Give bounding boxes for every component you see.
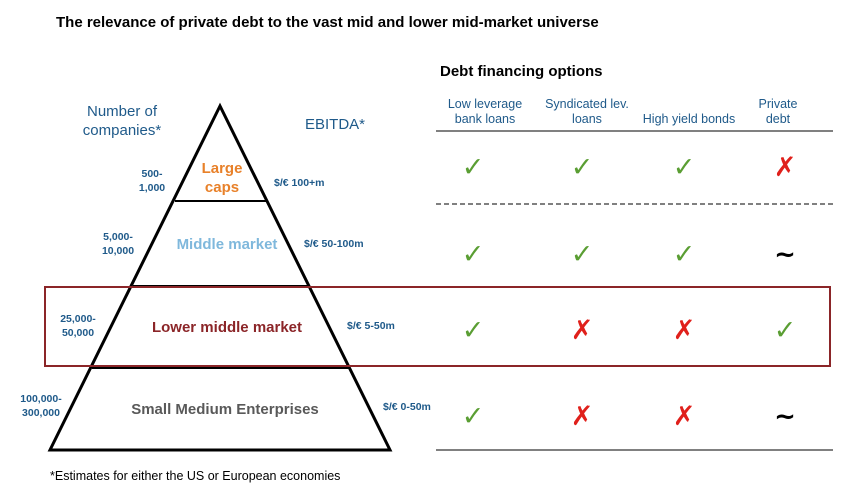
checkmark-icon: ✓ xyxy=(672,239,696,270)
ebitda-range-sme: $/€ 0-50m xyxy=(383,401,431,413)
column-header-line1: High yield bonds xyxy=(642,112,736,126)
tier-label-middle-market: Middle market xyxy=(176,236,278,253)
ebitda-range-large: $/€ 100+m xyxy=(274,177,325,189)
lower-middle-market-highlight xyxy=(44,286,831,367)
column-header-line2: debt xyxy=(765,112,791,126)
column-header-line1: Syndicated lev. xyxy=(545,97,629,111)
cross-icon: ✗ xyxy=(570,401,594,432)
company-count-lower-middle: 25,000- 50,000 xyxy=(50,312,106,340)
ebitda-range-lower-middle: $/€ 5-50m xyxy=(347,320,395,332)
cross-icon: ✗ xyxy=(672,315,696,346)
checkmark-icon: ✓ xyxy=(570,239,594,270)
tier-label-large-caps: Large caps xyxy=(170,159,274,197)
ebitda-range-middle: $/€ 50-100m xyxy=(304,238,364,250)
company-count-line2: 10,000 xyxy=(101,245,135,257)
tilde-icon: ~ xyxy=(774,240,796,270)
tier-label-line1: Large xyxy=(201,160,243,177)
tier-label-line2: caps xyxy=(204,179,240,196)
column-header-private-debt: Private debt xyxy=(738,97,818,127)
footnote: *Estimates for either the US or European… xyxy=(50,469,341,483)
tier-label-lower-middle-market: Lower middle market xyxy=(151,319,303,336)
company-count-line1: 500- xyxy=(141,168,163,180)
cross-icon: ✗ xyxy=(773,152,797,183)
checkmark-icon: ✓ xyxy=(672,152,696,183)
company-count-large: 500- 1,000 xyxy=(126,167,178,195)
checkmark-icon: ✓ xyxy=(461,152,485,183)
column-header-line2: loans xyxy=(572,112,602,126)
checkmark-icon: ✓ xyxy=(773,315,797,346)
column-header-line1: Low leverage xyxy=(447,97,523,111)
company-count-line2: 300,000 xyxy=(22,407,60,419)
debt-options-heading: Debt financing options xyxy=(440,63,603,80)
tilde-icon: ~ xyxy=(774,402,796,432)
company-count-middle: 5,000- 10,000 xyxy=(90,230,146,258)
company-count-line2: 1,000 xyxy=(138,182,166,194)
count-axis-heading-line2: companies* xyxy=(82,122,162,139)
company-count-line1: 100,000- xyxy=(20,393,62,405)
column-header-bank-loans: Low leverage bank loans xyxy=(426,97,544,127)
column-header-line1: Private xyxy=(758,97,798,111)
checkmark-icon: ✓ xyxy=(461,401,485,432)
column-header-line2: bank loans xyxy=(454,112,516,126)
tier-label-sme: Small Medium Enterprises xyxy=(131,401,319,418)
page-title: The relevance of private debt to the vas… xyxy=(56,14,599,31)
ebitda-axis-heading: EBITDA* xyxy=(304,116,365,133)
count-axis-heading: Number of companies* xyxy=(62,102,182,140)
checkmark-icon: ✓ xyxy=(570,152,594,183)
column-header-high-yield-bonds: High yield bonds xyxy=(627,112,751,127)
column-header-syndicated-loans: Syndicated lev. loans xyxy=(528,97,646,127)
company-count-line1: 5,000- xyxy=(103,231,133,243)
count-axis-heading-line1: Number of xyxy=(86,103,158,120)
cross-icon: ✗ xyxy=(672,401,696,432)
company-count-sme: 100,000- 300,000 xyxy=(12,392,70,420)
pyramid-outline xyxy=(47,102,393,452)
company-count-line2: 50,000 xyxy=(61,327,95,339)
company-count-line1: 25,000- xyxy=(60,313,96,325)
checkmark-icon: ✓ xyxy=(461,239,485,270)
checkmark-icon: ✓ xyxy=(461,315,485,346)
cross-icon: ✗ xyxy=(570,315,594,346)
